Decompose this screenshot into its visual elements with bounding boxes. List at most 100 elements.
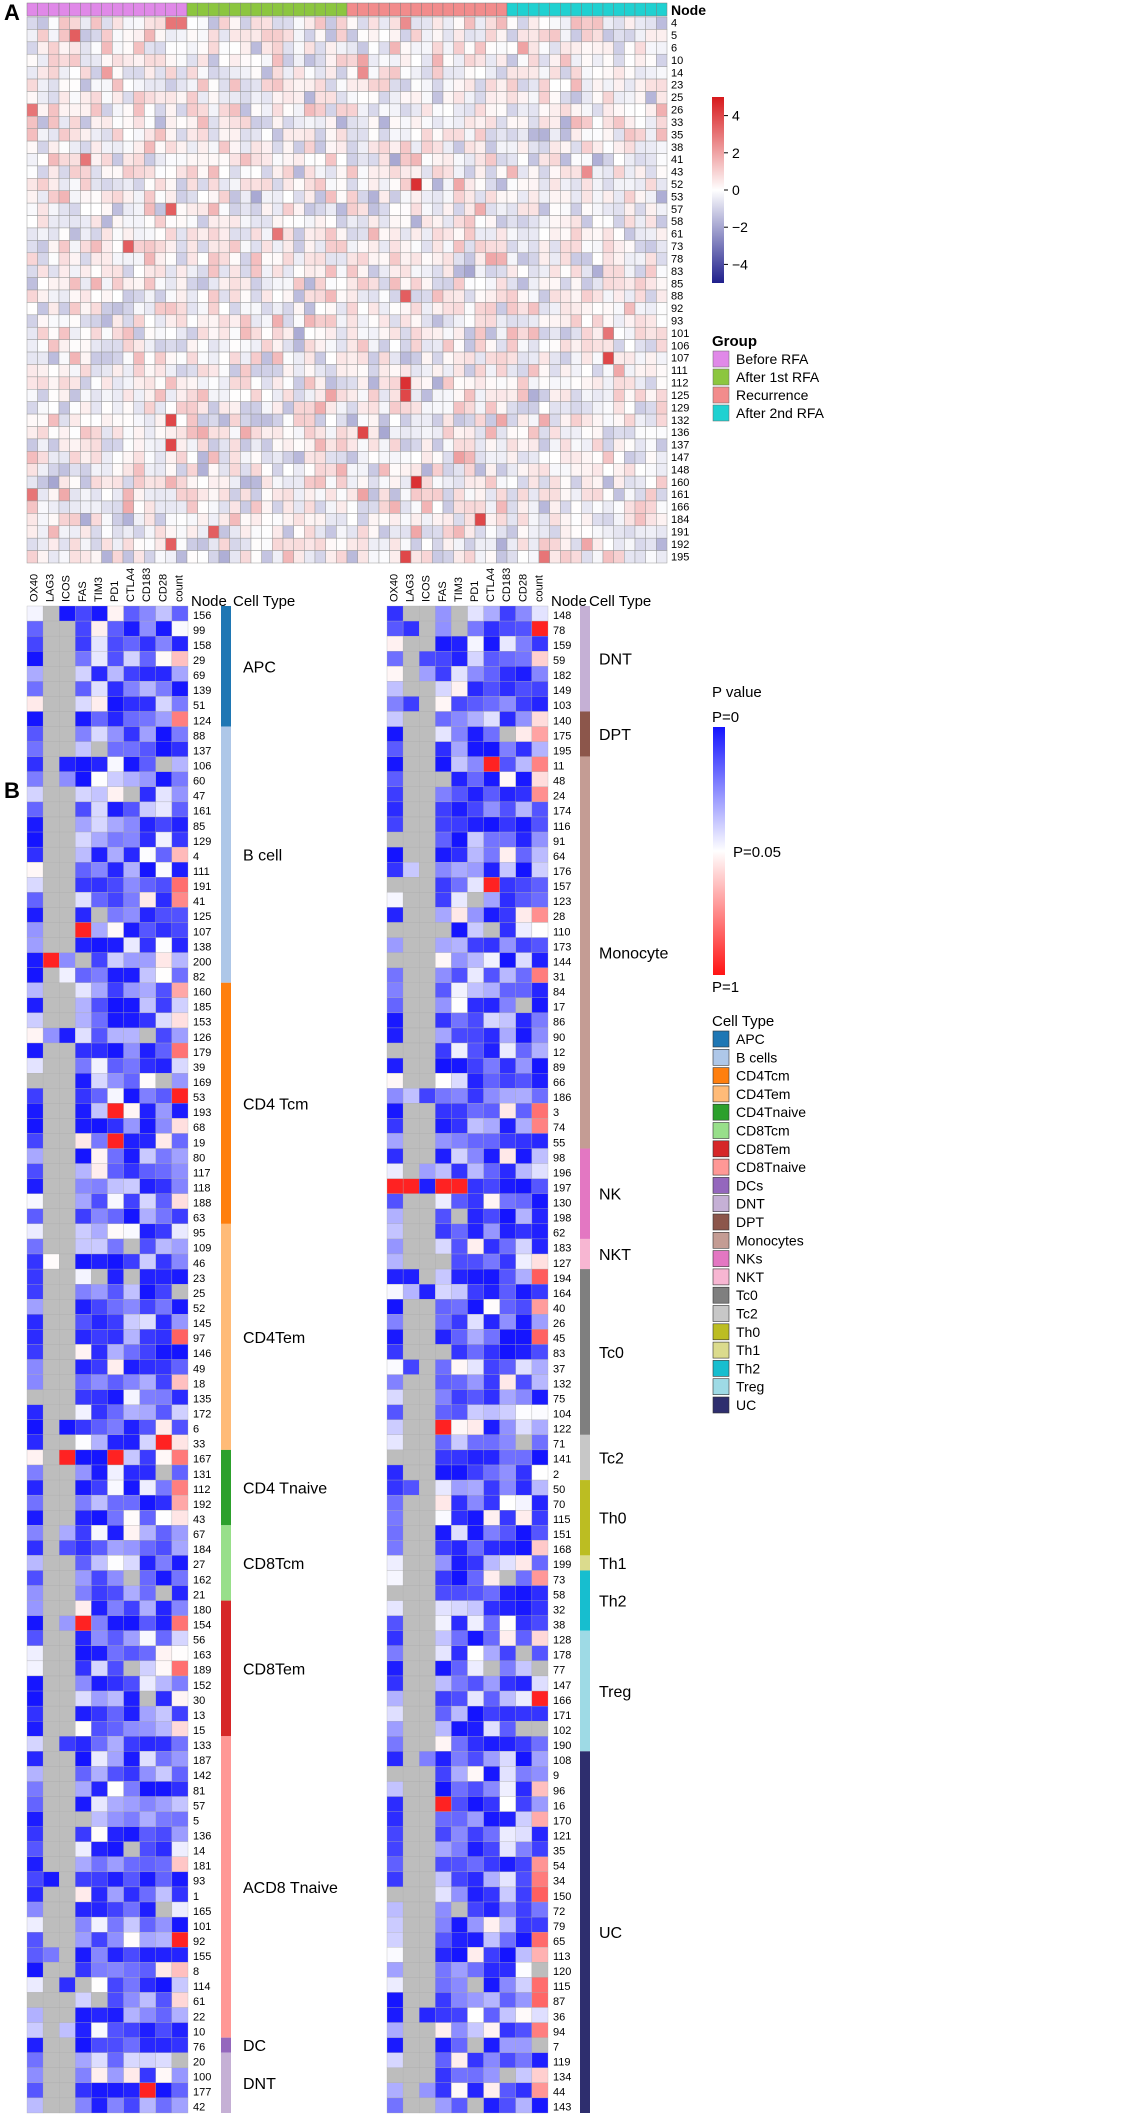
heatmap-a-cell [506,389,518,402]
heatmap-a-cell [37,153,49,167]
heatmap-b-cell [155,620,173,637]
heatmap-a-cell [282,289,294,303]
heatmap-a-cell [37,451,49,464]
heatmap-a-cell [528,202,540,216]
heatmap-a-cell [37,91,49,105]
heatmap-b-cell [451,1073,468,1089]
heatmap-b-cell [139,1012,156,1029]
heatmap-b-cell [515,1434,533,1451]
heatmap-a-cell [602,537,614,551]
heatmap-b-cell [419,2037,436,2053]
heatmap-b-row-label: 164 [553,1288,571,1300]
heatmap-b-cell [515,831,533,848]
group-annotation-cell [602,2,614,17]
heatmap-a-cell [581,29,593,43]
heatmap-b-cell [155,1012,173,1029]
heatmap-b-cell [386,1374,404,1390]
heatmap-b-cell [91,1314,108,1330]
heatmap-b-row-label: 131 [193,1469,211,1481]
heatmap-a-cell [496,53,508,67]
heatmap-b-cell [75,1645,92,1662]
heatmap-b-cell [139,1359,156,1375]
heatmap-a-cell [37,339,49,353]
heatmap-a-cell [592,339,604,353]
heatmap-b-cell [42,1751,60,1767]
heatmap-a-cell [133,314,145,328]
heatmap-a-cell [101,29,113,43]
heatmap-a-cell [112,153,124,167]
heatmap-a-cell [517,202,529,216]
heatmap-b-cell [155,1464,173,1481]
heatmap-a-row-label: 73 [671,241,683,253]
heatmap-b-cell [499,1088,516,1104]
heatmap-b-cell [91,1434,108,1451]
heatmap-a-cell [506,41,518,55]
heatmap-a-cell [229,314,241,328]
heatmap-b-cell [123,1494,140,1511]
heatmap-a-cell [624,339,636,353]
cell-type-bar [221,982,231,1224]
heatmap-a-cell [112,41,124,55]
heatmap-a-cell [368,451,380,464]
heatmap-b-cell [139,1525,156,1541]
heatmap-a-cell [240,426,252,440]
heatmap-b-row-label: 175 [553,730,571,742]
heatmap-a-cell [261,29,273,43]
heatmap-b-cell [107,907,124,923]
heatmap-b-cell [386,696,404,712]
heatmap-a-cell [144,264,156,278]
heatmap-b-cell [515,696,533,712]
heatmap-a-cell [304,53,316,67]
heatmap-a-cell [464,116,476,129]
heatmap-a-cell [592,227,604,241]
heatmap-b-cell [402,1118,420,1134]
heatmap-b-cell [531,1208,549,1225]
heatmap-a-cell [240,550,252,564]
heatmap-a-cell [261,376,273,390]
heatmap-b-cell [499,1344,516,1360]
heatmap-a-cell [154,500,166,514]
heatmap-a-cell [272,153,284,167]
heatmap-a-cell [26,252,38,266]
heatmap-a-cell [432,500,444,514]
heatmap-a-cell [133,165,145,179]
heatmap-a-cell [368,128,380,142]
heatmap-a-cell [165,289,177,303]
heatmap-b-row-label: 12 [553,1047,565,1059]
heatmap-a-cell [197,91,209,105]
heatmap-b-cell [419,1118,436,1134]
heatmap-b-cell [499,1705,516,1722]
heatmap-b-cell [42,1947,60,1963]
heatmap-a-cell [240,475,252,489]
heatmap-a-cell [432,389,444,402]
heatmap-b-cell [123,696,140,712]
heatmap-b-cell [531,1494,549,1511]
heatmap-b-cell [402,1721,420,1737]
heatmap-b-cell [139,831,156,848]
heatmap-a-cell [336,190,348,204]
heatmap-b-cell [467,741,484,757]
heatmap-a-cell [464,525,476,539]
heatmap-b-cell [435,1329,452,1345]
heatmap-a-cell [613,376,625,390]
heatmap-a-cell [176,153,188,167]
heatmap-b-cell [435,1992,452,2008]
heatmap-b-cell [483,1133,500,1149]
heatmap-b-cell [515,605,533,622]
heatmap-b-row-label: 133 [193,1740,211,1752]
heatmap-b-row-label: 138 [193,941,211,953]
heatmap-a-cell [613,451,625,464]
heatmap-b-row-label: 94 [553,2026,565,2038]
heatmap-a-cell [101,475,113,489]
heatmap-a-cell [144,165,156,179]
heatmap-a-cell [656,29,668,43]
heatmap-a-cell [474,227,486,241]
heatmap-a-cell [325,364,337,378]
heatmap-a-cell [538,153,550,167]
heatmap-a-cell [282,389,294,402]
heatmap-a-row-label: 93 [671,315,683,327]
heatmap-a-cell [272,202,284,216]
heatmap-b-cell [499,1464,516,1481]
heatmap-a-cell [48,426,60,440]
heatmap-b-cell [435,1555,452,1571]
